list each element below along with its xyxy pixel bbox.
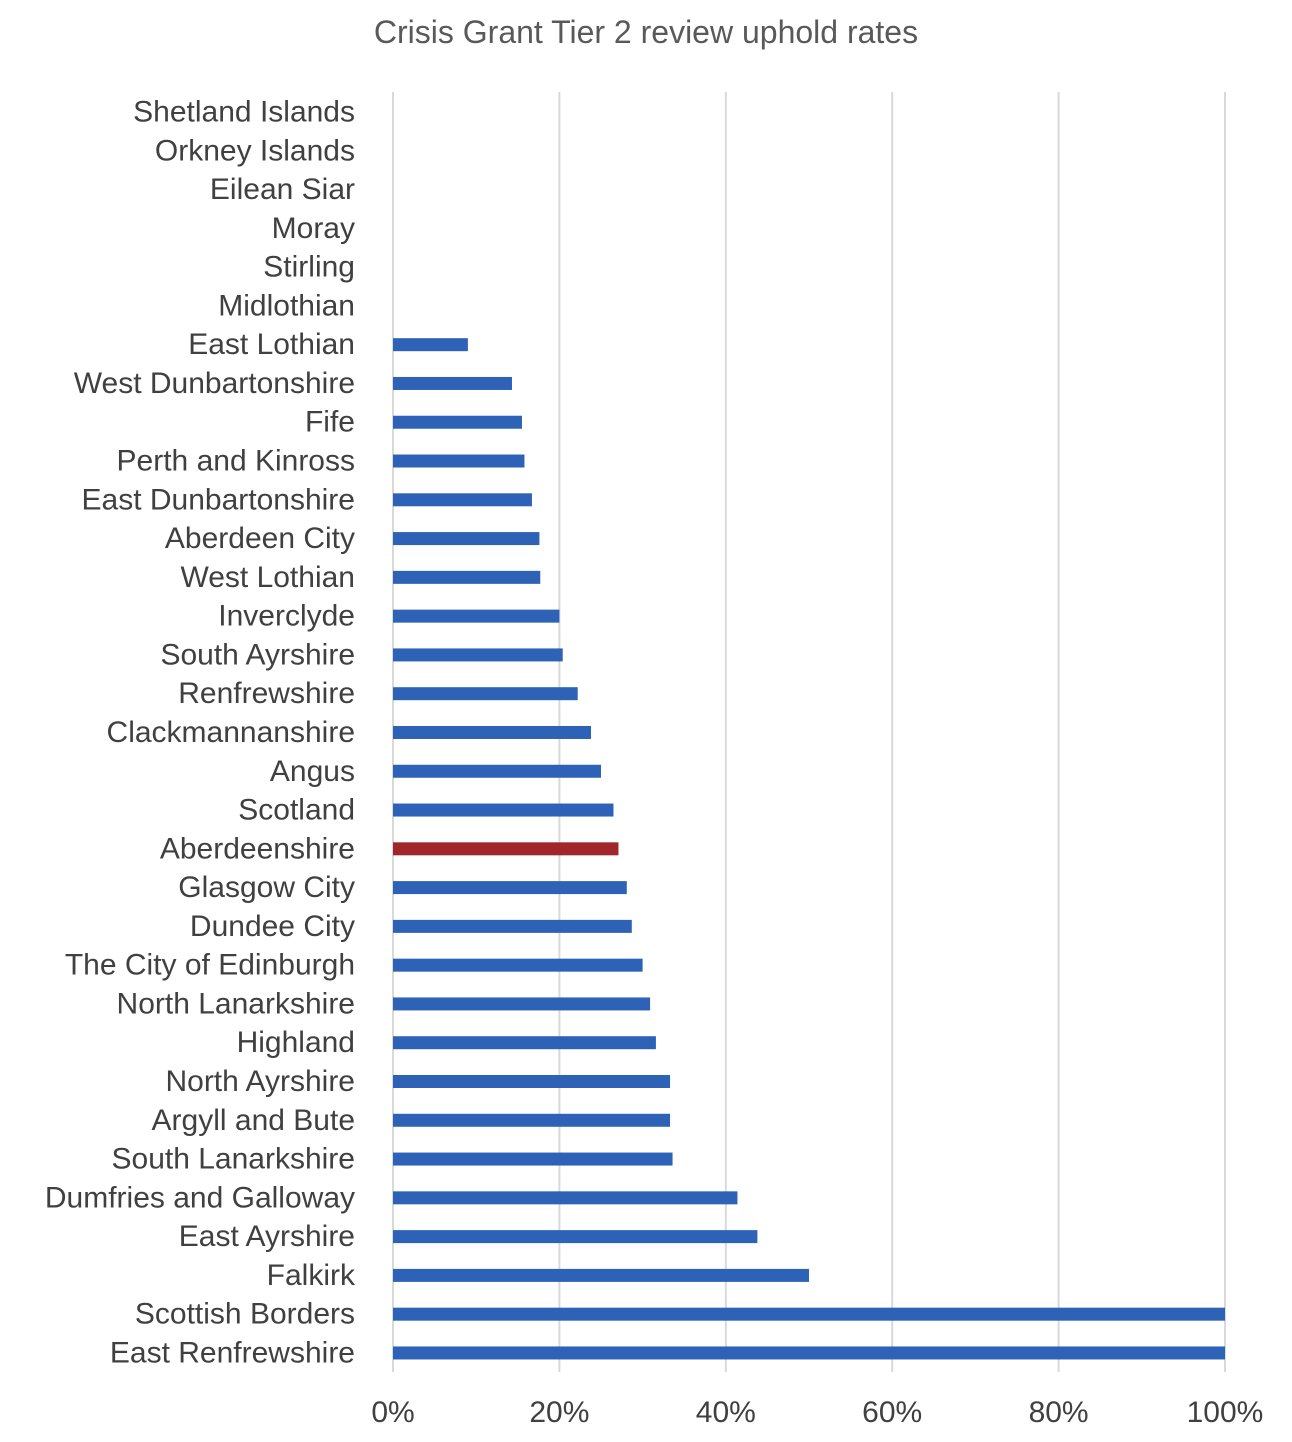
bar <box>393 764 601 778</box>
category-label: Eilean Siar <box>210 173 355 206</box>
bar <box>393 1268 809 1282</box>
category-label: Moray <box>272 212 355 245</box>
category-label: Falkirk <box>267 1259 356 1292</box>
category-labels: Shetland Islands Orkney Islands Eilean Sia… <box>45 96 356 1370</box>
bar <box>393 919 632 933</box>
category-label: Renfrewshire <box>178 677 355 710</box>
category-label: Shetland Islands <box>133 96 355 129</box>
x-tick-label: 60% <box>862 1396 922 1429</box>
category-label: Glasgow City <box>178 871 355 904</box>
category-label: East Lothian <box>188 328 355 361</box>
bars <box>393 338 1225 1360</box>
x-tick-label: 40% <box>696 1396 756 1429</box>
category-label: East Dunbartonshire <box>82 483 356 516</box>
bar <box>393 1346 1225 1360</box>
category-label: West Dunbartonshire <box>74 367 355 400</box>
category-label: Scotland <box>238 794 355 827</box>
category-label: South Lanarkshire <box>112 1143 356 1176</box>
category-label: Stirling <box>263 251 355 284</box>
bar <box>393 570 541 584</box>
category-label: Dumfries and Galloway <box>45 1181 355 1214</box>
x-tick-label: 20% <box>529 1396 589 1429</box>
bar <box>393 609 560 623</box>
bar <box>393 997 651 1011</box>
bar <box>393 376 512 390</box>
bar <box>393 881 627 895</box>
bar <box>393 338 468 352</box>
bar <box>393 687 578 701</box>
category-label: North Lanarkshire <box>117 987 355 1020</box>
category-label: Dundee City <box>190 910 355 943</box>
bar <box>393 1075 671 1088</box>
x-tick-label: 0% <box>371 1396 414 1429</box>
category-label: Angus <box>270 755 355 788</box>
bar <box>393 1152 673 1166</box>
bar <box>393 725 592 739</box>
category-label: South Ayrshire <box>160 638 355 671</box>
bar <box>393 803 614 817</box>
bar <box>393 532 540 546</box>
category-label: East Renfrewshire <box>110 1336 355 1369</box>
bar <box>393 454 525 468</box>
bar <box>393 842 619 856</box>
bar <box>393 415 522 429</box>
bar <box>393 493 532 507</box>
category-label: East Ayrshire <box>179 1220 355 1253</box>
category-label: Argyll and Bute <box>152 1104 355 1137</box>
x-tick-label: 100% <box>1187 1396 1264 1429</box>
category-label: Aberdeenshire <box>160 832 355 865</box>
bar <box>393 958 643 972</box>
bar <box>393 1113 671 1127</box>
bar <box>393 1230 758 1244</box>
category-label: Inverclyde <box>218 600 355 633</box>
category-label: West Lothian <box>180 561 355 594</box>
bar <box>393 1307 1225 1321</box>
x-tick-label: 80% <box>1029 1396 1089 1429</box>
x-axis-tick-labels: 0% 20% 40% 60% 80% 100% <box>371 1396 1263 1429</box>
category-label: Midlothian <box>218 289 355 322</box>
category-label: North Ayrshire <box>165 1065 355 1098</box>
category-label: Highland <box>237 1026 355 1059</box>
category-label: Fife <box>305 406 355 439</box>
bar <box>393 648 563 662</box>
category-label: Scottish Borders <box>135 1298 355 1331</box>
category-label: The City of Edinburgh <box>65 949 355 982</box>
category-label: Perth and Kinross <box>117 445 355 478</box>
category-label: Orkney Islands <box>155 134 355 167</box>
category-label: Clackmannanshire <box>107 716 355 749</box>
chart-title: Crisis Grant Tier 2 review uphold rates <box>373 14 919 50</box>
category-label: Aberdeen City <box>165 522 355 555</box>
bar <box>393 1191 738 1205</box>
bar <box>393 1036 656 1050</box>
